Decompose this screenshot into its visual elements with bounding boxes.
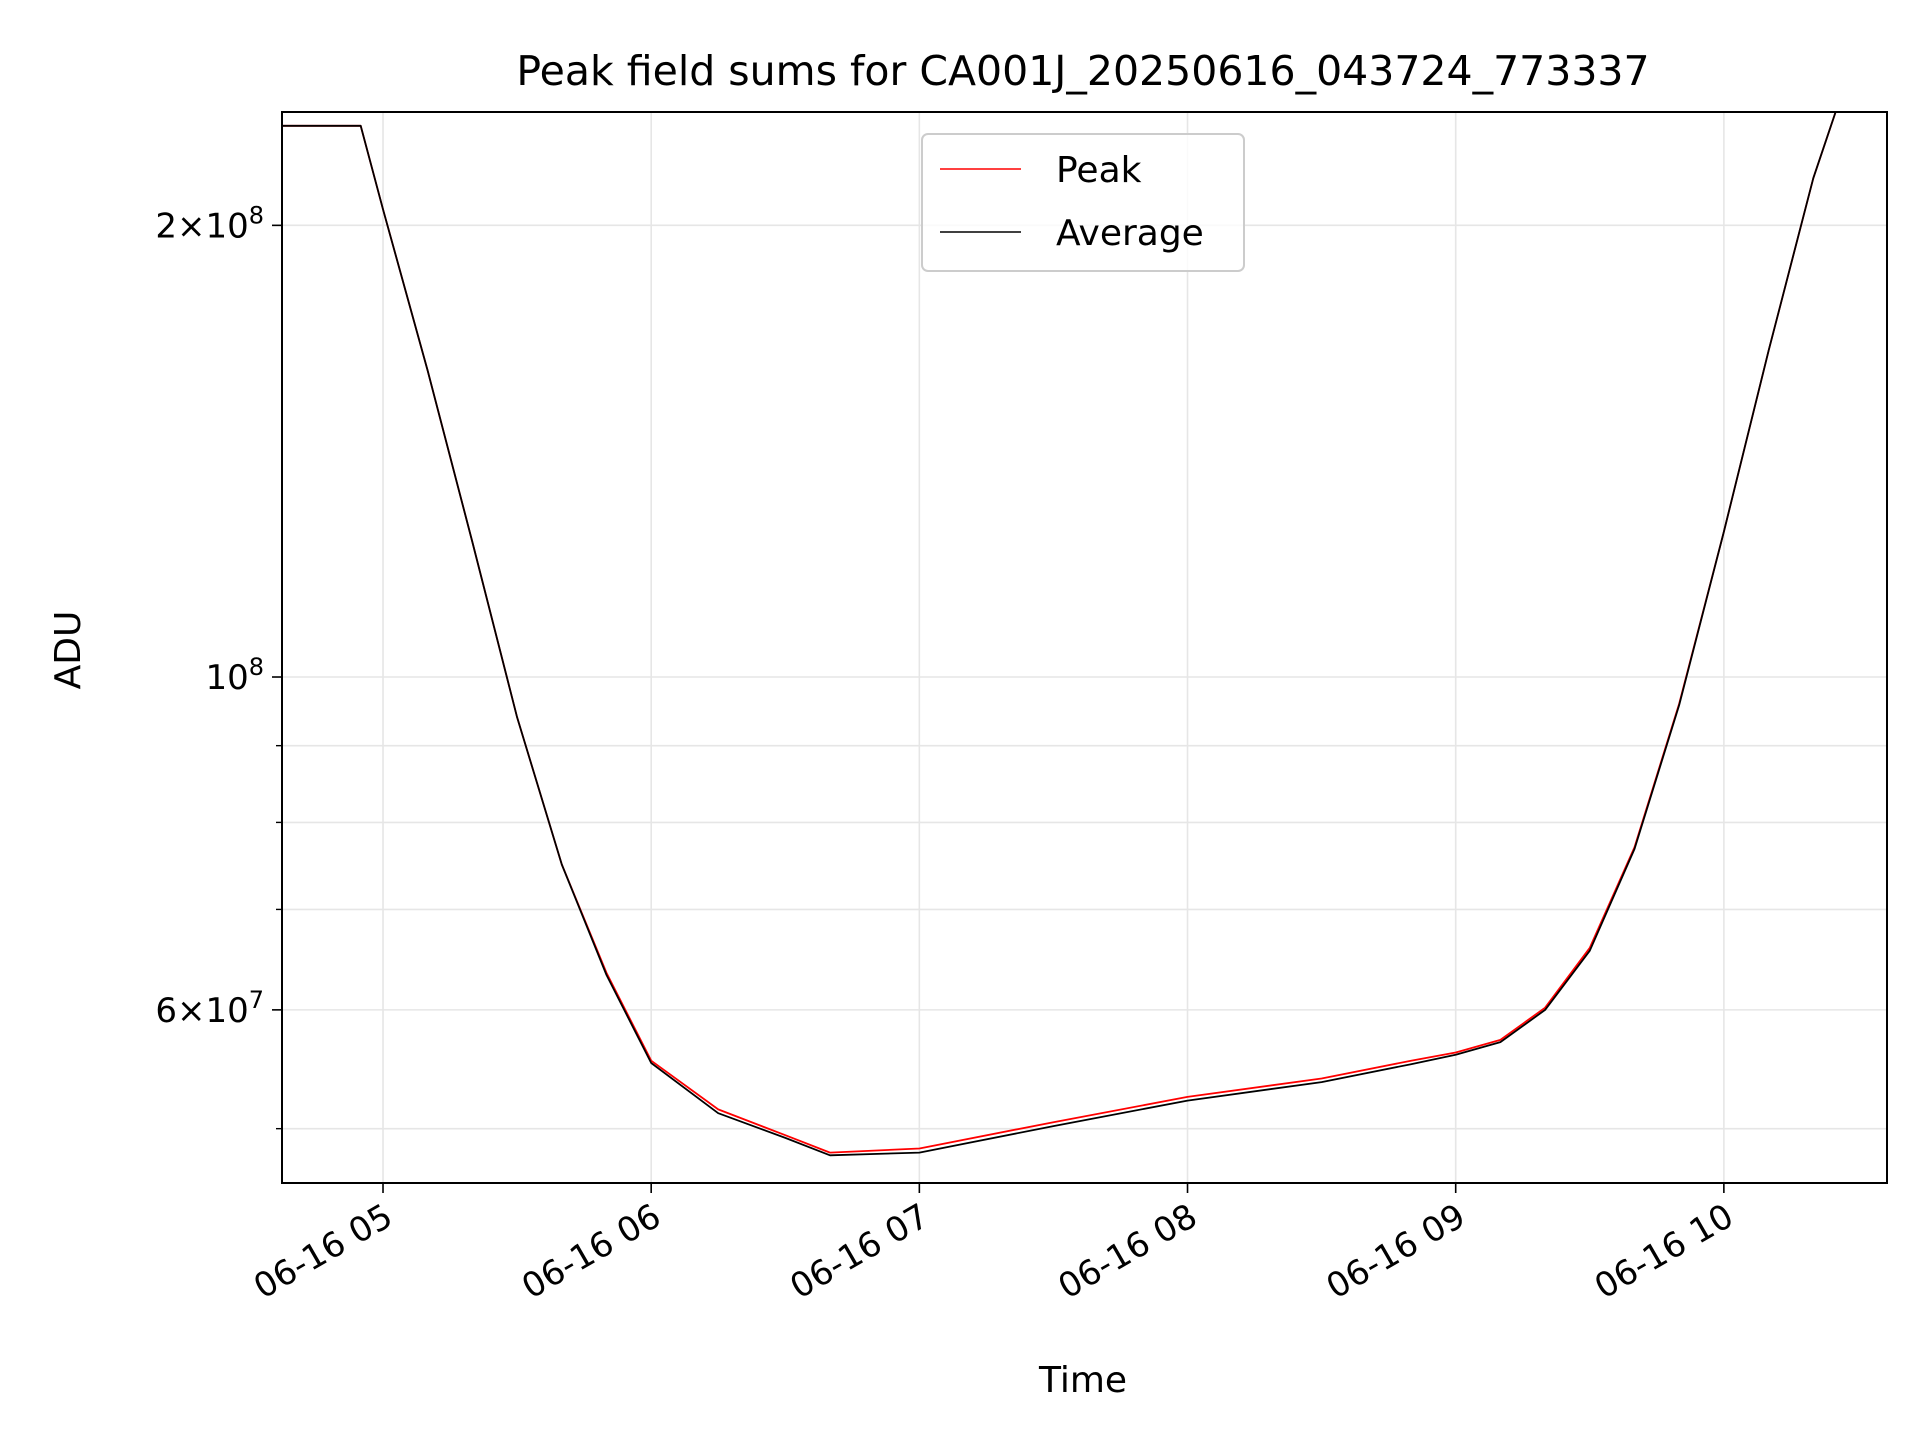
legend-label-average: Average bbox=[1056, 213, 1204, 254]
y-tick-label: 2×108 bbox=[155, 201, 264, 246]
x-axis-label: Time bbox=[1038, 1360, 1127, 1401]
y-tick-label: 6×107 bbox=[155, 986, 264, 1031]
y-axis-label: ADU bbox=[48, 611, 89, 690]
legend-label-peak: Peak bbox=[1056, 150, 1142, 191]
series-lines bbox=[282, 111, 1885, 1157]
plot-frame bbox=[281, 111, 1888, 1184]
series-line-average bbox=[282, 111, 1885, 1157]
legend: Peak Average bbox=[921, 133, 1245, 272]
y-tick-label: 108 bbox=[205, 653, 264, 698]
y-axis-ticks: 6×107 108 2×108 bbox=[155, 201, 282, 1130]
chart-title: Peak field sums for CA001J_20250616_0437… bbox=[516, 47, 1649, 95]
